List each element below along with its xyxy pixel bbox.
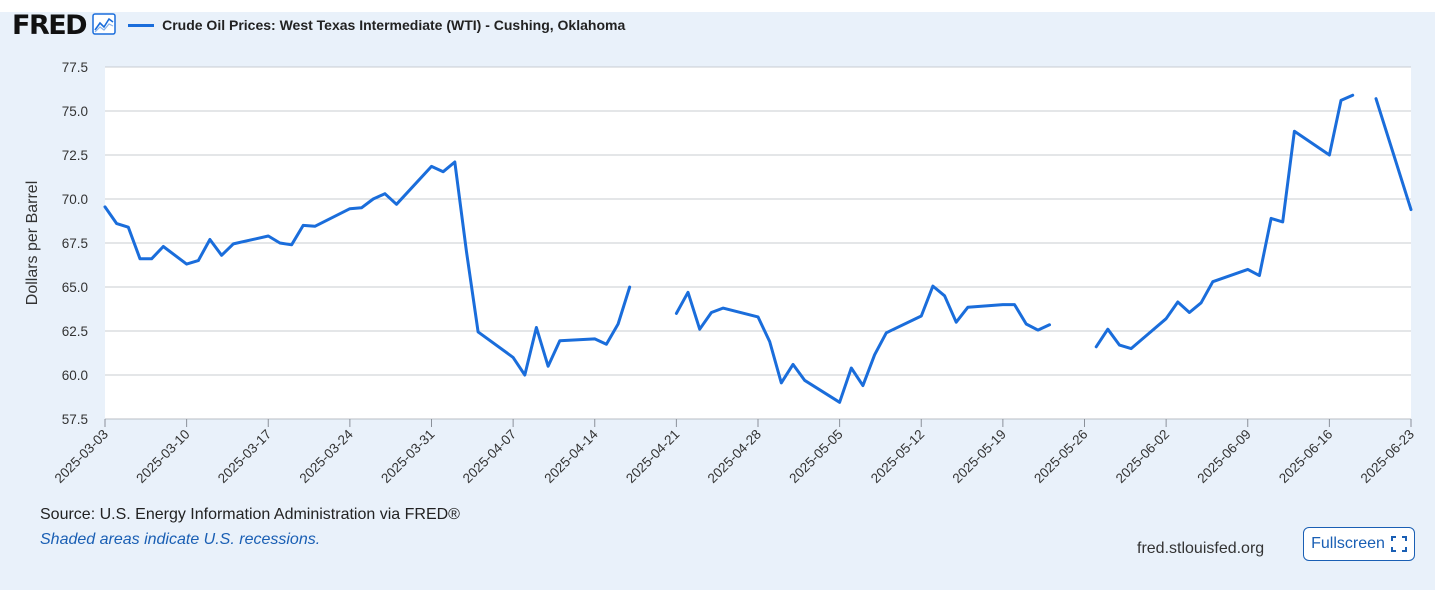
gridlines bbox=[105, 66, 1411, 420]
fullscreen-icon bbox=[1390, 536, 1407, 552]
recession-note: Shaded areas indicate U.S. recessions. bbox=[40, 531, 321, 548]
x-tick-label: 2025-03-10 bbox=[133, 427, 192, 486]
x-tick-label: 2025-05-05 bbox=[786, 427, 845, 486]
y-tick-label: 70.0 bbox=[62, 192, 88, 207]
x-tick-label: 2025-06-02 bbox=[1113, 427, 1172, 486]
series-lines bbox=[103, 93, 1413, 404]
x-tick-label: 2025-04-28 bbox=[705, 427, 764, 486]
legend-series-name: Crude Oil Prices: West Texas Intermediat… bbox=[162, 17, 626, 33]
y-tick-label: 60.0 bbox=[62, 368, 88, 383]
fred-logo[interactable]: FRED bbox=[12, 9, 88, 41]
y-axis-label: Dollars per Barrel bbox=[24, 181, 41, 305]
site-link[interactable]: fred.stlouisfed.org bbox=[1137, 540, 1265, 557]
x-tick-label: 2025-03-24 bbox=[297, 426, 357, 486]
y-tick-label: 62.5 bbox=[62, 324, 88, 339]
series-line-segment[interactable] bbox=[1374, 97, 1413, 212]
y-tick-label: 75.0 bbox=[62, 104, 88, 119]
y-axis: 57.5 60.0 62.5 65.0 67.5 70.0 72.5 75.0 77.5 bbox=[62, 60, 88, 427]
chart-header: FRED Crude Oil Prices: West Texas Interm… bbox=[12, 10, 625, 40]
x-tick-label: 2025-03-03 bbox=[52, 427, 111, 486]
x-tick-label: 2025-05-26 bbox=[1031, 427, 1090, 486]
y-tick-label: 57.5 bbox=[62, 412, 88, 427]
x-tick-label: 2025-05-19 bbox=[950, 427, 1009, 486]
fullscreen-label: Fullscreen bbox=[1311, 535, 1385, 552]
x-tick-label: 2025-04-14 bbox=[541, 426, 601, 486]
x-axis: 2025-03-03 2025-03-10 2025-03-17 2025-03-24… bbox=[52, 419, 1417, 486]
x-tick-label: 2025-04-07 bbox=[460, 427, 519, 486]
series-line-segment[interactable] bbox=[103, 160, 632, 377]
x-tick-label: 2025-06-16 bbox=[1276, 427, 1335, 486]
x-tick-label: 2025-06-23 bbox=[1358, 427, 1417, 486]
graph-icon[interactable] bbox=[92, 13, 116, 35]
x-tick-label: 2025-05-12 bbox=[868, 427, 927, 486]
legend-swatch bbox=[128, 23, 155, 27]
x-tick-label: 2025-03-31 bbox=[378, 427, 437, 486]
x-tick-label: 2025-06-09 bbox=[1194, 427, 1253, 486]
x-tick-label: 2025-03-17 bbox=[215, 427, 274, 486]
series-line-segment[interactable] bbox=[1094, 93, 1355, 351]
source-note: Source: U.S. Energy Information Administ… bbox=[40, 506, 460, 523]
x-tick-label: 2025-04-21 bbox=[623, 427, 682, 486]
y-tick-label: 77.5 bbox=[62, 60, 88, 75]
y-tick-label: 72.5 bbox=[62, 148, 88, 163]
fullscreen-button[interactable]: Fullscreen bbox=[1303, 527, 1415, 561]
y-tick-label: 65.0 bbox=[62, 280, 88, 295]
y-tick-label: 67.5 bbox=[62, 236, 88, 251]
series-line-segment[interactable] bbox=[674, 284, 1051, 404]
